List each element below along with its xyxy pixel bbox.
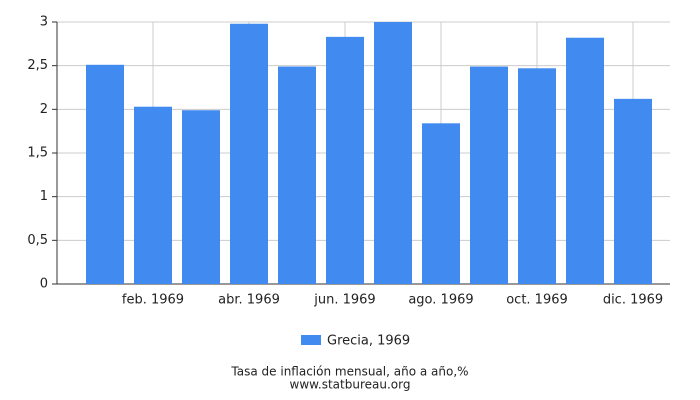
y-tick-label: 2 [40, 102, 48, 117]
x-tick-label: oct. 1969 [506, 293, 568, 308]
bar [374, 22, 412, 284]
legend-swatch [301, 335, 321, 345]
x-tick-label: jun. 1969 [313, 293, 375, 308]
bar [614, 98, 652, 284]
bar [326, 36, 364, 285]
x-tick-label: abr. 1969 [218, 293, 280, 308]
y-tick-label: 1 [40, 189, 48, 204]
bar [278, 66, 316, 284]
x-tick-label: ago. 1969 [408, 293, 473, 308]
footer-title: Tasa de inflación mensual, año a año,% [230, 365, 468, 379]
bar [566, 37, 604, 284]
x-tick-label: feb. 1969 [122, 293, 184, 308]
bar [518, 68, 556, 284]
y-tick-label: 1,5 [27, 146, 48, 161]
bar [470, 66, 508, 284]
y-tick-label: 0,5 [27, 233, 48, 248]
y-tick-label: 2,5 [27, 58, 48, 73]
bar [230, 23, 268, 284]
y-tick-label: 3 [40, 15, 48, 30]
y-tick-label: 0 [40, 277, 48, 292]
legend-label: Grecia, 1969 [327, 334, 410, 349]
x-tick-label: dic. 1969 [603, 293, 663, 308]
bar [86, 64, 124, 284]
bar [134, 106, 172, 284]
footer-source: www.statbureau.org [290, 378, 411, 392]
bar [422, 123, 460, 284]
bar [182, 110, 220, 284]
